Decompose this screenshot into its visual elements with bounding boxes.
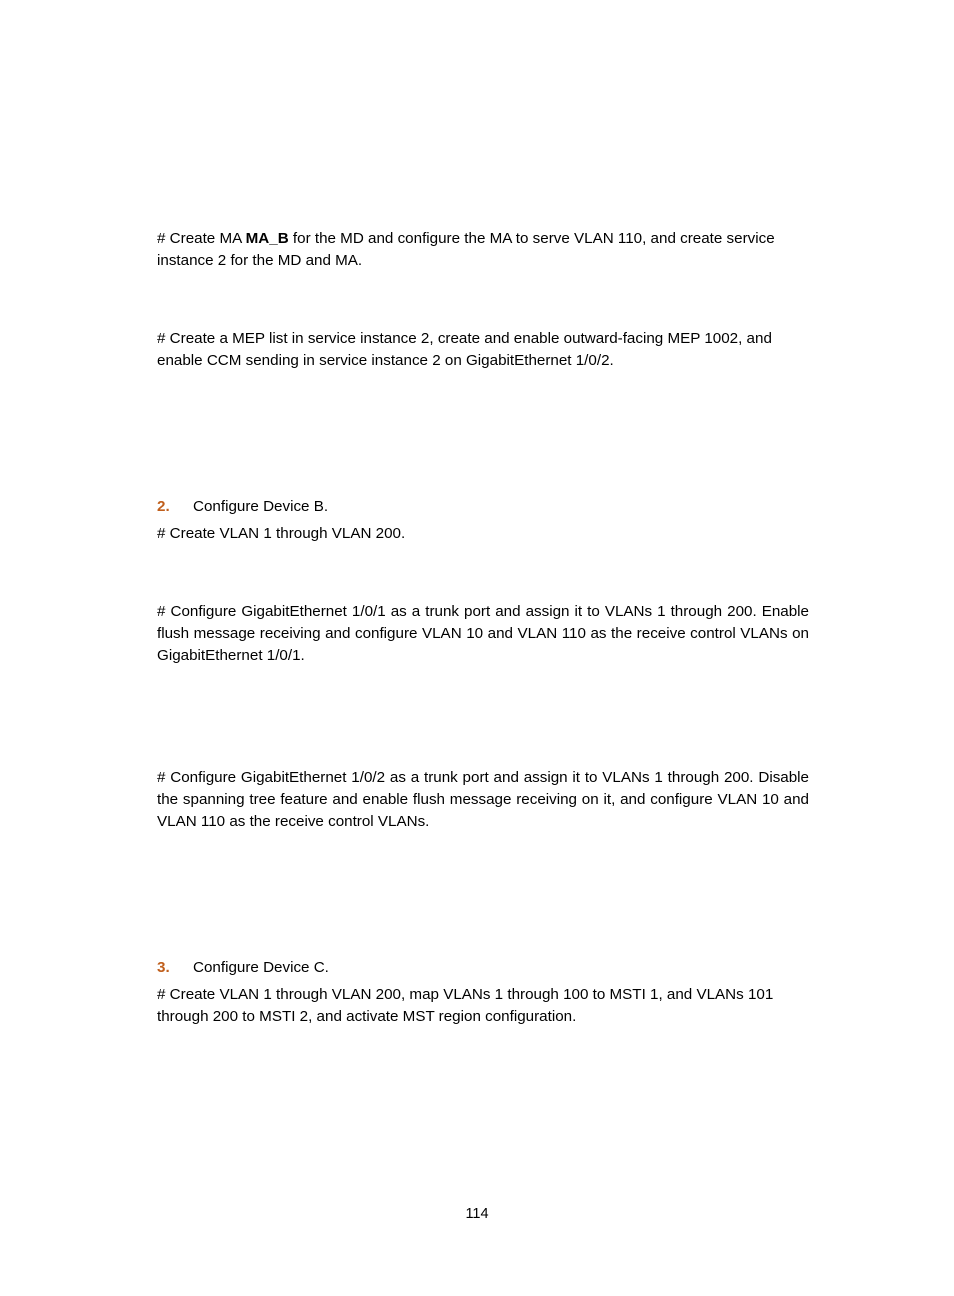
- spacer: [157, 551, 809, 601]
- paragraph-ma-b: # Create MA MA_B for the MD and configur…: [157, 228, 809, 272]
- text-run: # Create MA: [157, 230, 246, 247]
- spacer: [157, 278, 809, 328]
- step-number: 2.: [157, 498, 193, 515]
- bold-ma-b: MA_B: [246, 230, 289, 247]
- spacer: [157, 673, 809, 767]
- step-number: 3.: [157, 959, 193, 976]
- document-page: # Create MA MA_B for the MD and configur…: [0, 0, 954, 1296]
- paragraph-vlan-create: # Create VLAN 1 through VLAN 200.: [157, 523, 809, 545]
- paragraph-ge101: # Configure GigabitEthernet 1/0/1 as a t…: [157, 601, 809, 667]
- step-3: 3. Configure Device C.: [157, 959, 809, 976]
- spacer: [157, 378, 809, 498]
- step-2: 2. Configure Device B.: [157, 498, 809, 515]
- paragraph-device-c: # Create VLAN 1 through VLAN 200, map VL…: [157, 984, 809, 1028]
- paragraph-ge102: # Configure GigabitEthernet 1/0/2 as a t…: [157, 767, 809, 833]
- spacer: [157, 839, 809, 959]
- paragraph-mep-list: # Create a MEP list in service instance …: [157, 328, 809, 372]
- step-label: Configure Device B.: [193, 498, 809, 515]
- step-label: Configure Device C.: [193, 959, 809, 976]
- page-number: 114: [0, 1206, 954, 1222]
